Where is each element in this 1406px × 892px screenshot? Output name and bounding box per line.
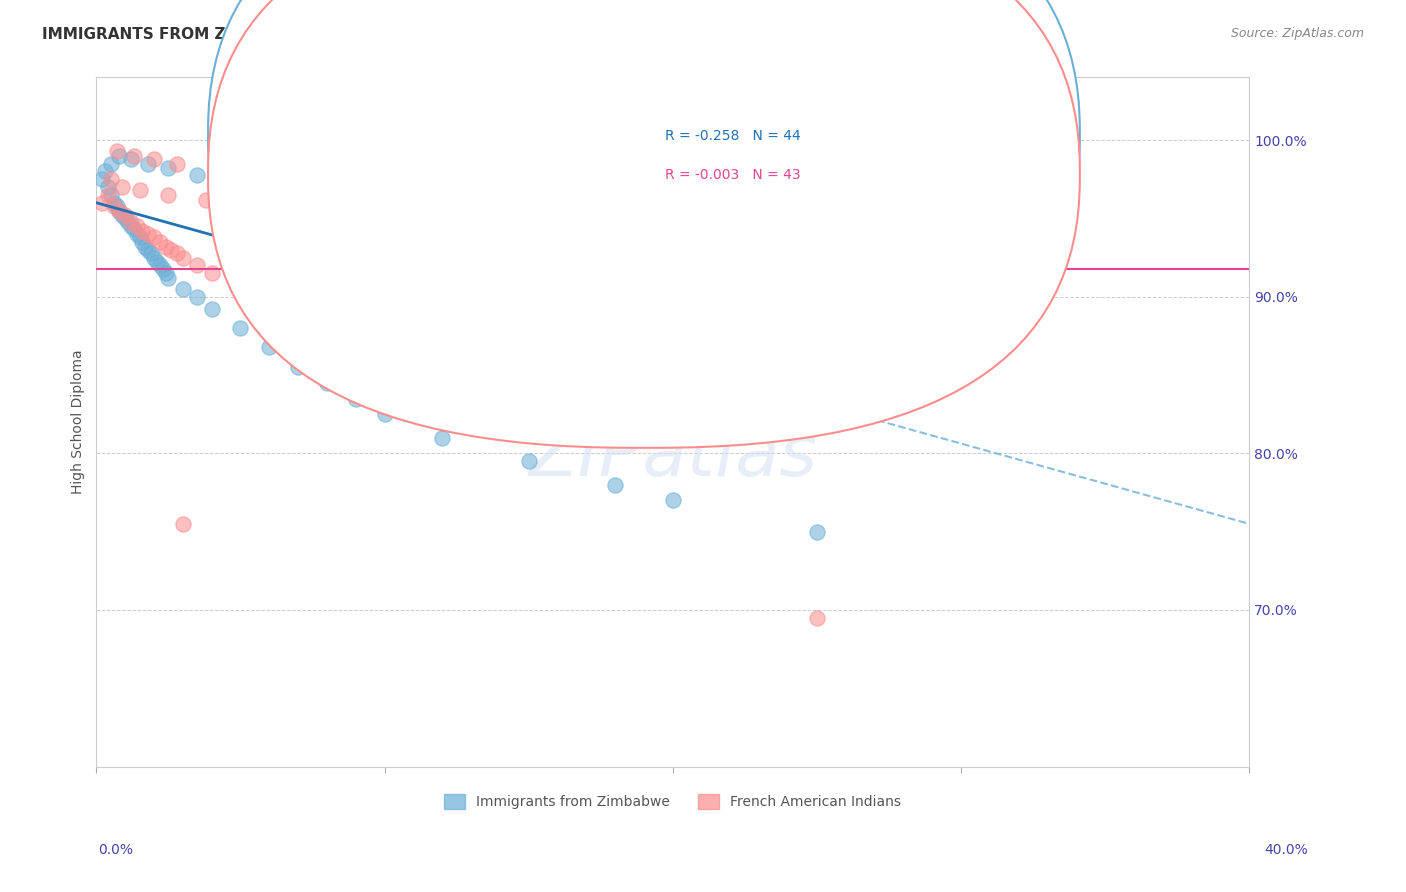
Point [301,203,323,218]
Point [100,156,122,170]
Point [94,164,117,178]
Point [157,271,180,285]
Point [146,255,169,269]
Point [259,282,281,296]
Point [149,259,172,273]
Point [157,161,180,176]
Point [172,282,194,296]
Point [114,208,136,222]
Point [155,266,177,280]
Point [344,172,367,186]
Point [374,305,396,319]
Point [172,251,194,265]
Point [166,245,188,260]
Point [125,219,148,234]
Text: 40.0%: 40.0% [1264,843,1308,857]
Point [259,340,281,354]
Point [120,214,142,228]
Point [103,195,125,210]
Y-axis label: High School Diploma: High School Diploma [72,350,86,494]
Point [128,230,150,244]
Point [806,524,828,539]
Point [546,183,568,197]
Point [316,297,339,311]
Point [344,392,367,406]
Point [128,183,150,197]
Point [432,431,454,445]
Point [143,251,166,265]
Point [97,188,120,202]
Point [287,360,309,375]
Point [136,227,159,241]
Point [186,168,208,182]
Point [152,261,174,276]
Point [186,290,208,304]
Point [273,168,295,182]
Point [100,188,122,202]
Point [111,208,134,222]
Point [201,302,224,317]
Text: R = -0.258   N = 44: R = -0.258 N = 44 [665,129,801,144]
Text: IMMIGRANTS FROM ZIMBABWE VS FRENCH AMERICAN INDIAN HIGH SCHOOL DIPLOMA CORRELATI: IMMIGRANTS FROM ZIMBABWE VS FRENCH AMERI… [42,27,969,42]
Text: Source: ZipAtlas.com: Source: ZipAtlas.com [1230,27,1364,40]
Point [117,214,139,228]
Point [108,149,131,163]
Point [120,219,142,234]
Point [229,274,252,288]
Point [125,227,148,241]
Point [97,180,120,194]
Point [100,172,122,186]
Point [374,407,396,421]
Point [108,203,131,218]
Point [215,161,238,176]
Point [111,180,134,194]
Point [157,188,180,202]
Point [194,193,217,207]
Point [131,224,153,238]
Point [160,243,183,257]
Point [114,211,136,226]
Point [143,152,166,166]
Point [172,516,194,531]
Point [806,611,828,625]
Point [136,156,159,170]
Point [186,259,208,273]
Point [91,172,114,186]
Point [243,199,266,213]
Point [316,376,339,390]
Point [287,290,309,304]
Point [131,235,153,249]
Point [661,324,683,338]
Point [517,454,540,468]
Point [105,199,128,213]
Point [166,156,188,170]
Text: ZIPatlas: ZIPatlas [529,422,817,491]
Point [122,222,145,236]
Point [432,177,454,191]
Point [149,235,172,249]
Point [229,321,252,335]
Point [143,230,166,244]
Point [201,266,224,280]
Point [517,321,540,335]
Text: 0.0%: 0.0% [98,843,134,857]
Text: R = -0.003   N = 43: R = -0.003 N = 43 [665,168,800,182]
Point [91,195,114,210]
Point [155,239,177,253]
Point [134,239,156,253]
Point [603,477,626,491]
Point [122,149,145,163]
Point [661,493,683,508]
Point [108,203,131,218]
Legend: Immigrants from Zimbabwe, French American Indians: Immigrants from Zimbabwe, French America… [439,789,907,814]
Point [105,144,128,158]
Point [139,245,162,260]
Point [103,199,125,213]
Point [120,152,142,166]
Point [432,313,454,327]
Point [136,243,159,257]
